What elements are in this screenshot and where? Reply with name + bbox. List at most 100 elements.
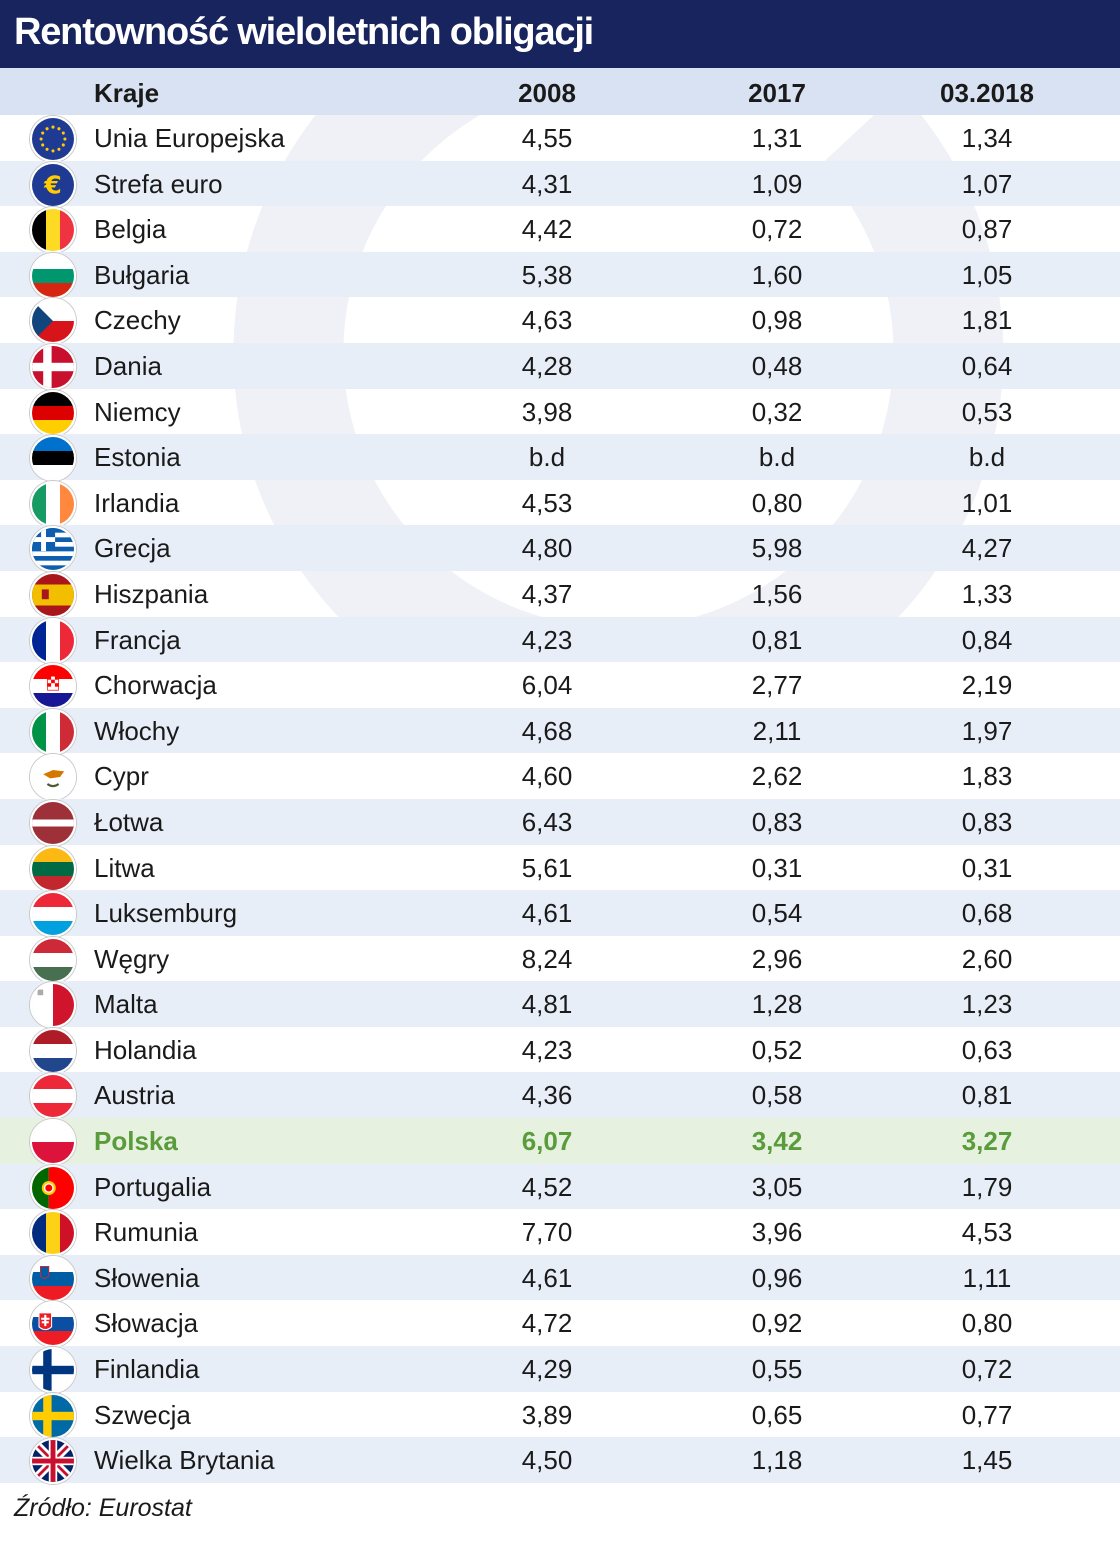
malta-flag-icon <box>30 982 76 1029</box>
value-2008: 4,60 <box>521 761 573 792</box>
country-name: Czechy <box>94 305 181 336</box>
country-name: Chorwacja <box>94 670 217 701</box>
value-2008: b.d <box>528 442 566 473</box>
country-name: Szwecja <box>94 1399 191 1430</box>
country-name: Słowacja <box>94 1308 199 1339</box>
table-row: Niemcy 3,98 0,32 0,53 <box>0 389 1120 436</box>
value-2017: 2,11 <box>752 715 802 746</box>
value-2008: 5,61 <box>521 852 573 883</box>
yield-table: Kraje 2008 2017 03.2018 Unia Europejska 4… <box>0 68 1120 1485</box>
value-03-2018: 1,34 <box>961 123 1013 153</box>
value-03-2018: 1,23 <box>961 989 1013 1020</box>
table-row: Węgry 8,24 2,96 2,60 <box>0 936 1120 983</box>
table-row: Luksemburg 4,61 0,54 0,68 <box>0 890 1120 938</box>
header-03-2018: 03.2018 <box>940 78 1034 108</box>
value-2017: 0,48 <box>751 350 803 381</box>
country-name: Austria <box>94 1080 175 1111</box>
value-2008: 4,72 <box>521 1308 573 1339</box>
value-2017: 2,96 <box>751 943 803 974</box>
finland-flag-icon <box>30 1347 76 1394</box>
country-name: Grecja <box>94 533 171 564</box>
value-03-2018: 0,84 <box>961 624 1013 655</box>
country-name: Belgia <box>94 214 167 245</box>
value-2017: 1,31 <box>751 123 803 153</box>
value-03-2018: 3,27 <box>961 1126 1013 1157</box>
value-2008: 4,81 <box>521 989 573 1020</box>
value-2017: 0,92 <box>751 1308 803 1339</box>
value-2008: 6,43 <box>521 806 573 837</box>
value-2008: 6,04 <box>521 670 573 701</box>
country-name: Portugalia <box>94 1171 212 1202</box>
table-row: Polska 6,07 3,42 3,27 <box>0 1118 1120 1166</box>
table-row: Łotwa 6,43 0,83 0,83 <box>0 798 1120 846</box>
value-2008: 4,80 <box>521 533 573 564</box>
table-body: Unia Europejska 4,55 1,31 1,34 € Strefa euro 4… <box>0 115 1120 1485</box>
value-2017: 0,31 <box>751 852 803 883</box>
value-03-2018: b.d <box>968 442 1006 473</box>
luxembourg-flag-icon <box>30 891 76 938</box>
country-name: Niemcy <box>94 396 181 427</box>
country-name: Francja <box>94 624 181 655</box>
value-2008: 4,63 <box>521 305 573 336</box>
table-row: Grecja 4,80 5,98 4,27 <box>0 525 1120 573</box>
value-2017: 0,54 <box>751 898 803 929</box>
value-2017: 1,56 <box>751 578 803 609</box>
country-name: Bułgaria <box>94 259 190 290</box>
table-header: Kraje 2008 2017 03.2018 <box>0 68 1120 115</box>
country-name: Cypr <box>94 761 149 792</box>
table-row: Francja 4,23 0,81 0,84 <box>0 616 1120 664</box>
value-03-2018: 0,81 <box>961 1080 1013 1111</box>
value-2008: 4,36 <box>521 1080 573 1111</box>
table-row: Słowenia 4,61 0,96 1,11 <box>0 1254 1120 1302</box>
sweden-flag-icon <box>30 1392 76 1439</box>
value-03-2018: 1,45 <box>961 1445 1013 1476</box>
italy-flag-icon <box>30 708 76 755</box>
greece-flag-icon <box>30 526 76 573</box>
country-name: Węgry <box>94 943 170 974</box>
value-2017: 0,83 <box>751 806 803 837</box>
country-name: Unia Europejska <box>94 123 285 153</box>
poland-flag-icon <box>30 1119 76 1166</box>
country-name: Irlandia <box>94 487 180 518</box>
value-2017: 0,80 <box>751 487 803 518</box>
table-row: Irlandia 4,53 0,80 1,01 <box>0 480 1120 527</box>
value-2008: 5,38 <box>521 259 573 290</box>
value-2008: 4,55 <box>521 123 573 153</box>
table-row: Czechy 4,63 0,98 1,81 <box>0 297 1120 345</box>
value-03-2018: 1,79 <box>961 1171 1013 1202</box>
value-03-2018: 1,97 <box>961 715 1013 746</box>
france-flag-icon <box>30 617 76 664</box>
value-03-2018: 1,81 <box>961 305 1013 336</box>
cyprus-flag-icon <box>30 754 76 801</box>
country-name: Strefa euro <box>94 168 223 199</box>
value-2017: 0,58 <box>751 1080 803 1111</box>
value-03-2018: 0,64 <box>961 350 1013 381</box>
czechia-flag-icon <box>30 298 76 345</box>
table-row: Wielka Brytania 4,50 1,18 1,45 <box>0 1437 1120 1485</box>
value-2008: 3,98 <box>521 396 573 427</box>
country-name: Estonia <box>94 442 181 473</box>
value-2008: 3,89 <box>521 1399 573 1430</box>
value-03-2018: 2,60 <box>961 943 1013 974</box>
value-2017: 0,98 <box>751 305 803 336</box>
table-row: Rumunia 7,70 3,96 4,53 <box>0 1209 1120 1257</box>
country-name: Finlandia <box>94 1354 200 1385</box>
croatia-flag-icon <box>30 663 76 710</box>
country-name: Łotwa <box>94 806 164 837</box>
value-03-2018: 1,05 <box>961 259 1013 290</box>
value-03-2018: 4,53 <box>961 1217 1013 1248</box>
value-03-2018: 0,68 <box>961 898 1013 929</box>
table-row: Portugalia 4,52 3,05 1,79 <box>0 1163 1120 1211</box>
value-2008: 4,52 <box>521 1171 573 1202</box>
value-2008: 4,37 <box>521 578 573 609</box>
header-2017: 2017 <box>748 78 806 108</box>
value-2008: 7,70 <box>521 1217 573 1248</box>
value-03-2018: 1,33 <box>961 578 1013 609</box>
header-2008: 2008 <box>518 78 576 108</box>
value-2017: 0,96 <box>751 1262 803 1293</box>
table-row: Finlandia 4,29 0,55 0,72 <box>0 1346 1120 1394</box>
country-name: Dania <box>94 350 162 381</box>
country-name: Litwa <box>94 852 155 883</box>
value-2008: 4,53 <box>521 487 573 518</box>
svg-text:€: € <box>43 170 62 199</box>
